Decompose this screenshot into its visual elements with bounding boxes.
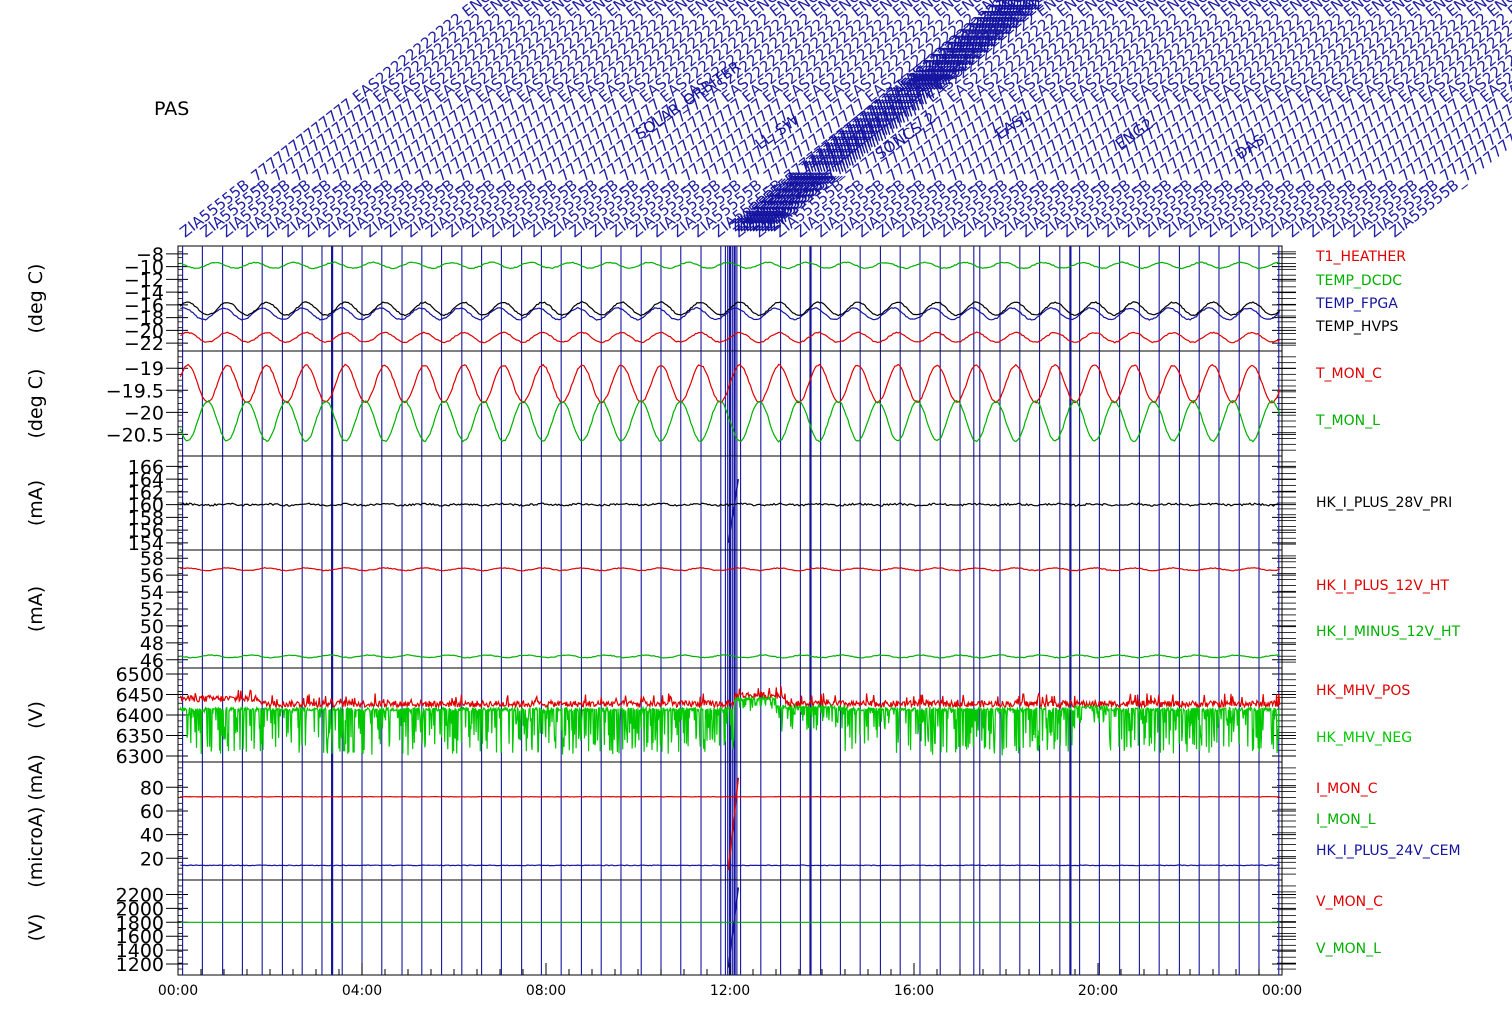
y-tick-label: 80 bbox=[140, 777, 164, 799]
instrument-label: PAS bbox=[154, 98, 190, 120]
x-tick-label: 00:00 bbox=[1262, 983, 1302, 999]
y-axis-label: (V) bbox=[25, 914, 47, 942]
y-tick-label: 54 bbox=[140, 582, 164, 604]
y-tick-label: −12 bbox=[124, 269, 164, 291]
series-line bbox=[180, 566, 1280, 572]
legend-entry: TEMP_DCDC bbox=[1315, 273, 1402, 289]
y-tick-label: −19.5 bbox=[106, 380, 164, 402]
panel-5 bbox=[166, 667, 1296, 763]
series-line bbox=[180, 795, 1280, 798]
x-tick-label: 12:00 bbox=[710, 983, 750, 999]
y-tick-label: −10 bbox=[124, 257, 164, 279]
y-tick-label: 6300 bbox=[116, 746, 164, 768]
y-tick-label: 160 bbox=[128, 495, 164, 517]
x-tick-label: 08:00 bbox=[526, 983, 566, 999]
legend-entry: HK_I_PLUS_28V_PRI bbox=[1316, 495, 1452, 511]
y-tick-label: 166 bbox=[128, 456, 164, 478]
y-axis-label: (V) bbox=[25, 701, 47, 729]
series-line bbox=[180, 306, 1280, 321]
y-tick-label: 6500 bbox=[116, 664, 164, 686]
y-tick-label: 48 bbox=[140, 633, 164, 655]
y-tick-label: 40 bbox=[140, 825, 164, 847]
legend-entry: HK_I_PLUS_24V_CEM bbox=[1316, 843, 1461, 859]
y-tick-label: 56 bbox=[140, 565, 164, 587]
y-tick-label: −14 bbox=[124, 282, 164, 304]
transient-spike bbox=[727, 887, 740, 968]
y-tick-label: 1400 bbox=[116, 940, 164, 962]
panel-2 bbox=[166, 350, 1296, 457]
y-tick-label: −18 bbox=[124, 308, 164, 330]
legend-entry: HK_I_MINUS_12V_HT bbox=[1316, 624, 1461, 640]
y-tick-label: 1800 bbox=[116, 912, 164, 934]
panel-3 bbox=[166, 455, 1296, 551]
y-tick-label: 162 bbox=[128, 482, 164, 504]
series-line bbox=[180, 502, 1280, 507]
legend-entry: T_MON_C bbox=[1315, 366, 1382, 382]
y-tick-label: −20.5 bbox=[106, 424, 164, 446]
y-tick-label: 50 bbox=[140, 616, 164, 638]
y-tick-label: 52 bbox=[140, 599, 164, 621]
panel-7 bbox=[166, 879, 1296, 976]
x-axis bbox=[177, 963, 1283, 975]
series-line bbox=[179, 694, 1281, 756]
y-axis-label: (deg C) bbox=[25, 369, 47, 439]
y-tick-label: 1600 bbox=[116, 926, 164, 948]
legend-entry: T_MON_L bbox=[1315, 413, 1380, 429]
legend-entry: V_MON_L bbox=[1316, 941, 1381, 957]
series-line bbox=[180, 261, 1280, 270]
y-tick-label: −20 bbox=[124, 320, 164, 342]
y-tick-label: 6400 bbox=[116, 705, 164, 727]
legend-entry: I_MON_L bbox=[1316, 812, 1376, 828]
series-line bbox=[179, 399, 1281, 443]
y-tick-label: −22 bbox=[124, 333, 164, 355]
series-line bbox=[179, 363, 1281, 404]
y-tick-label: 158 bbox=[128, 507, 164, 529]
legend-entry: HK_MHV_NEG bbox=[1316, 730, 1412, 746]
y-tick-label: 164 bbox=[128, 469, 164, 491]
series-line bbox=[179, 301, 1281, 317]
x-tick-label: 04:00 bbox=[342, 983, 382, 999]
y-tick-label: 6450 bbox=[116, 685, 164, 707]
panel-6 bbox=[166, 761, 1296, 881]
y-tick-label: 46 bbox=[140, 650, 164, 672]
series-line bbox=[180, 864, 1280, 867]
y-tick-label: 1200 bbox=[116, 954, 164, 976]
legend-entry: TEMP_FPGA bbox=[1315, 296, 1398, 312]
x-tick-label: 16:00 bbox=[894, 983, 934, 999]
series-line bbox=[180, 654, 1280, 659]
y-tick-label: 156 bbox=[128, 520, 164, 542]
event-label-header: ZIA55555B_7777777777777 EAS22222222222 E… bbox=[176, 0, 1512, 242]
legend-entry: I_MON_C bbox=[1316, 781, 1378, 797]
series-line bbox=[179, 686, 1281, 710]
y-tick-label: −8 bbox=[136, 244, 164, 266]
y-tick-label: 20 bbox=[140, 848, 164, 870]
y-tick-label: 60 bbox=[140, 801, 164, 823]
y-tick-label: 2000 bbox=[116, 898, 164, 920]
panel-1 bbox=[166, 245, 1296, 352]
y-tick-label: 58 bbox=[140, 548, 164, 570]
legend-entry: T1_HEATHER bbox=[1315, 249, 1406, 265]
transient-spike bbox=[727, 478, 740, 543]
y-axis-label: (mA) bbox=[25, 480, 47, 526]
y-tick-label: −16 bbox=[124, 295, 164, 317]
legend-entry: HK_I_PLUS_12V_HT bbox=[1316, 578, 1449, 594]
y-axis-label: (mA) bbox=[25, 586, 47, 632]
panel-4 bbox=[166, 549, 1296, 669]
series-line bbox=[180, 331, 1281, 344]
y-tick-label: 154 bbox=[128, 533, 164, 555]
y-tick-label: −20 bbox=[124, 402, 164, 424]
legend-entry: V_MON_C bbox=[1316, 894, 1383, 910]
y-axis-label: (deg C) bbox=[25, 264, 47, 334]
y-tick-label: 2200 bbox=[116, 884, 164, 906]
y-tick-label: 6350 bbox=[116, 725, 164, 747]
x-tick-label: 00:00 bbox=[158, 983, 198, 999]
legend-entry: TEMP_HVPS bbox=[1315, 319, 1398, 335]
y-axis-label: (microA) (mA) bbox=[25, 754, 47, 887]
y-tick-label: −19 bbox=[124, 358, 164, 380]
transient-spike bbox=[727, 777, 740, 871]
x-tick-label: 20:00 bbox=[1078, 983, 1118, 999]
legend-entry: HK_MHV_POS bbox=[1316, 683, 1410, 699]
